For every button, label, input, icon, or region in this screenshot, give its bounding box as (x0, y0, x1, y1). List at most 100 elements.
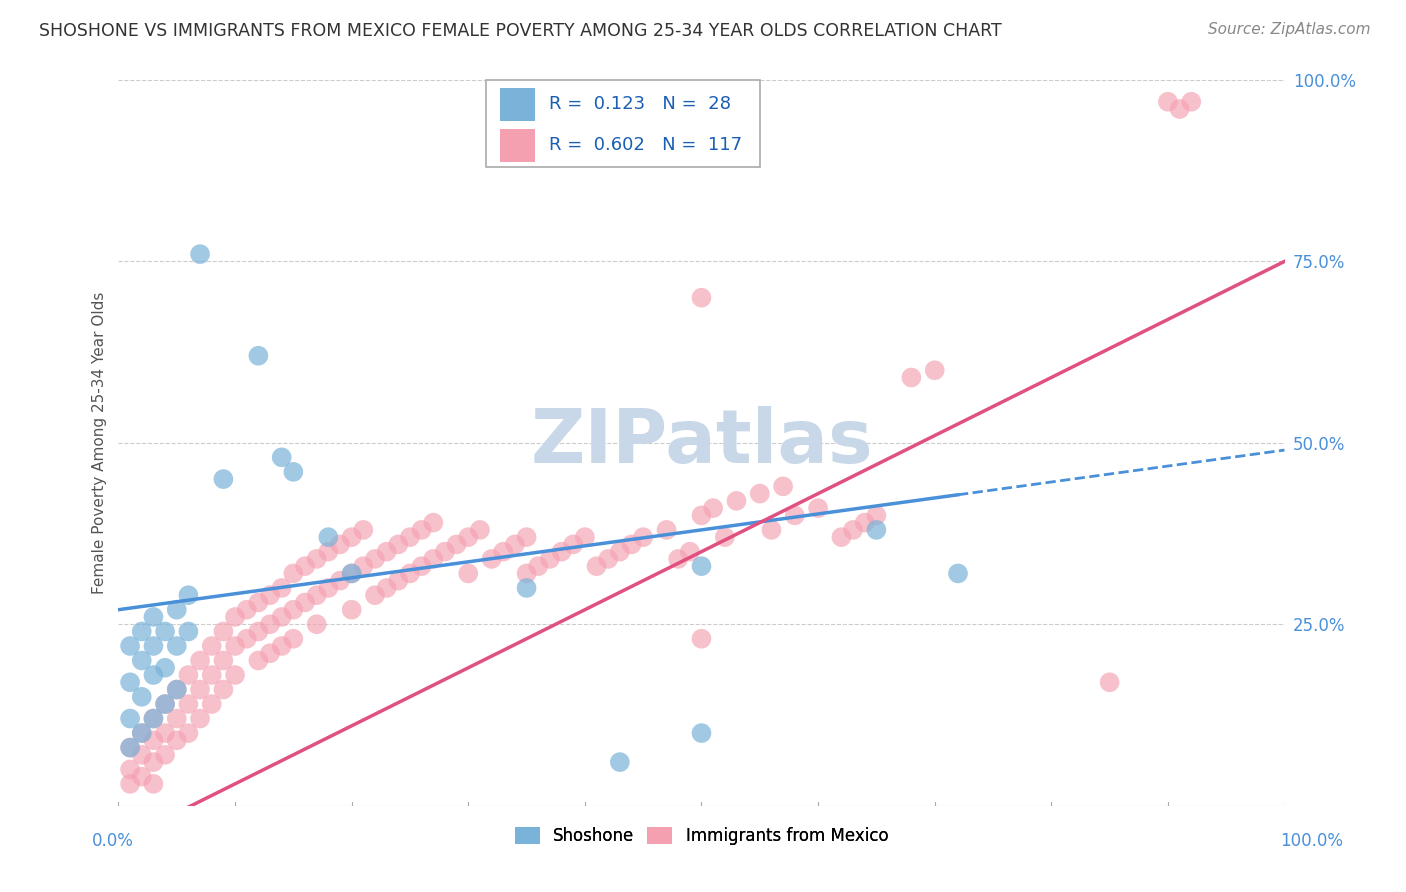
Point (224, 639, 246, 653)
Point (585, 559, 607, 574)
Point (411, 523, 433, 537)
Point (259, 617, 281, 632)
Point (399, 530, 422, 544)
Point (666, 552, 689, 566)
Point (446, 537, 468, 551)
Point (120, 639, 142, 653)
Text: R =  0.602   N =  117: R = 0.602 N = 117 (548, 136, 742, 154)
Point (131, 653, 153, 667)
Point (153, 624, 176, 639)
Point (120, 740, 142, 755)
FancyBboxPatch shape (499, 129, 534, 161)
Text: Source: ZipAtlas.com: Source: ZipAtlas.com (1208, 22, 1371, 37)
Point (153, 661, 176, 675)
Point (1157, 95, 1180, 109)
Point (329, 537, 352, 551)
Point (235, 603, 257, 617)
Point (188, 653, 211, 667)
Point (212, 472, 235, 486)
Point (340, 566, 363, 581)
Point (201, 668, 224, 682)
Text: 100.0%: 100.0% (1279, 832, 1343, 850)
Point (188, 712, 211, 726)
Point (655, 523, 678, 537)
Point (329, 574, 352, 588)
Y-axis label: Female Poverty Among 25-34 Year Olds: Female Poverty Among 25-34 Year Olds (93, 292, 107, 594)
Point (318, 530, 340, 544)
Point (411, 559, 433, 574)
Point (235, 632, 257, 646)
Point (142, 712, 165, 726)
Point (131, 624, 153, 639)
Point (1098, 675, 1121, 690)
Legend: Shoshone, Immigrants from Mexico: Shoshone, Immigrants from Mexico (508, 821, 896, 852)
Point (318, 544, 340, 558)
Point (340, 603, 363, 617)
Point (516, 530, 538, 544)
Point (224, 668, 246, 682)
Point (631, 530, 654, 544)
Point (283, 603, 305, 617)
Point (865, 523, 887, 537)
Point (166, 682, 188, 697)
Point (131, 770, 153, 784)
Point (516, 581, 538, 595)
Point (142, 712, 165, 726)
Point (131, 726, 153, 740)
Point (853, 516, 876, 530)
Point (153, 697, 176, 711)
Point (270, 581, 292, 595)
Point (177, 668, 200, 682)
Point (188, 682, 211, 697)
Point (142, 668, 165, 682)
Point (120, 777, 142, 791)
Point (865, 508, 887, 523)
Point (166, 712, 188, 726)
Point (166, 639, 188, 653)
Point (212, 653, 235, 667)
Point (481, 552, 503, 566)
Point (142, 639, 165, 653)
Point (283, 632, 305, 646)
Point (120, 740, 142, 755)
Point (270, 639, 292, 653)
Point (620, 537, 643, 551)
Point (574, 530, 596, 544)
Point (1180, 95, 1202, 109)
Point (690, 291, 713, 305)
Point (352, 559, 374, 574)
Point (387, 574, 409, 588)
Point (457, 530, 479, 544)
Point (399, 566, 422, 581)
Point (305, 552, 328, 566)
Point (690, 559, 713, 574)
Point (900, 370, 922, 384)
Point (492, 544, 515, 558)
Text: 0.0%: 0.0% (91, 832, 134, 850)
Point (247, 653, 270, 667)
Point (259, 588, 281, 602)
Point (212, 624, 235, 639)
Point (527, 559, 550, 574)
Point (270, 450, 292, 465)
Text: R =  0.123   N =  28: R = 0.123 N = 28 (548, 95, 731, 113)
Point (807, 501, 830, 516)
Point (422, 552, 444, 566)
Point (153, 697, 176, 711)
Point (375, 581, 398, 595)
Point (120, 712, 142, 726)
Point (142, 610, 165, 624)
Point (609, 755, 631, 769)
Text: SHOSHONE VS IMMIGRANTS FROM MEXICO FEMALE POVERTY AMONG 25-34 YEAR OLDS CORRELAT: SHOSHONE VS IMMIGRANTS FROM MEXICO FEMAL… (39, 22, 1002, 40)
Point (294, 559, 316, 574)
Point (153, 726, 176, 740)
Point (166, 603, 188, 617)
Point (247, 349, 270, 363)
Point (283, 566, 305, 581)
Point (120, 675, 142, 690)
Point (340, 530, 363, 544)
Point (761, 523, 783, 537)
Point (305, 617, 328, 632)
Point (714, 530, 737, 544)
Point (177, 726, 200, 740)
